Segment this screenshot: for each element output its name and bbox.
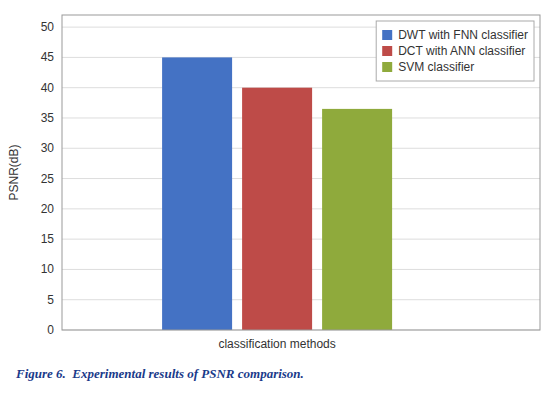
caption: Figure 6. Experimental results of PSNR c… [15,366,304,381]
grid [62,27,540,330]
y-ticks: 0 5 10 15 20 25 30 35 40 45 50 [41,20,55,337]
y-tick-label: 0 [47,323,54,337]
legend-swatch [382,62,392,72]
y-tick-label: 30 [41,141,55,155]
chart: 0 5 10 15 20 25 30 35 40 45 50 classification metho… [0,0,554,395]
y-tick-label: 40 [41,81,55,95]
y-tick-label: 45 [41,50,55,64]
legend: DWT with FNN classifier DCT with ANN clas… [376,21,534,81]
legend-label: DCT with ANN classifier [398,44,525,58]
bar [322,109,392,330]
y-axis-label: PSNR(dB) [7,144,21,200]
legend-box [376,21,534,81]
plot-frame [62,15,540,330]
legend-swatch [382,30,392,40]
bar [162,57,232,330]
y-tick-label: 15 [41,232,55,246]
bars [162,57,392,330]
x-tick-label: classification methods [218,337,335,351]
y-tick-label: 5 [47,293,54,307]
legend-label: DWT with FNN classifier [398,28,528,42]
legend-swatch [382,46,392,56]
bar [242,88,312,330]
y-tick-label: 25 [41,172,55,186]
y-tick-label: 35 [41,111,55,125]
y-tick-label: 50 [41,20,55,34]
y-tick-label: 10 [41,262,55,276]
legend-label: SVM classifier [398,60,474,74]
y-tick-label: 20 [41,202,55,216]
